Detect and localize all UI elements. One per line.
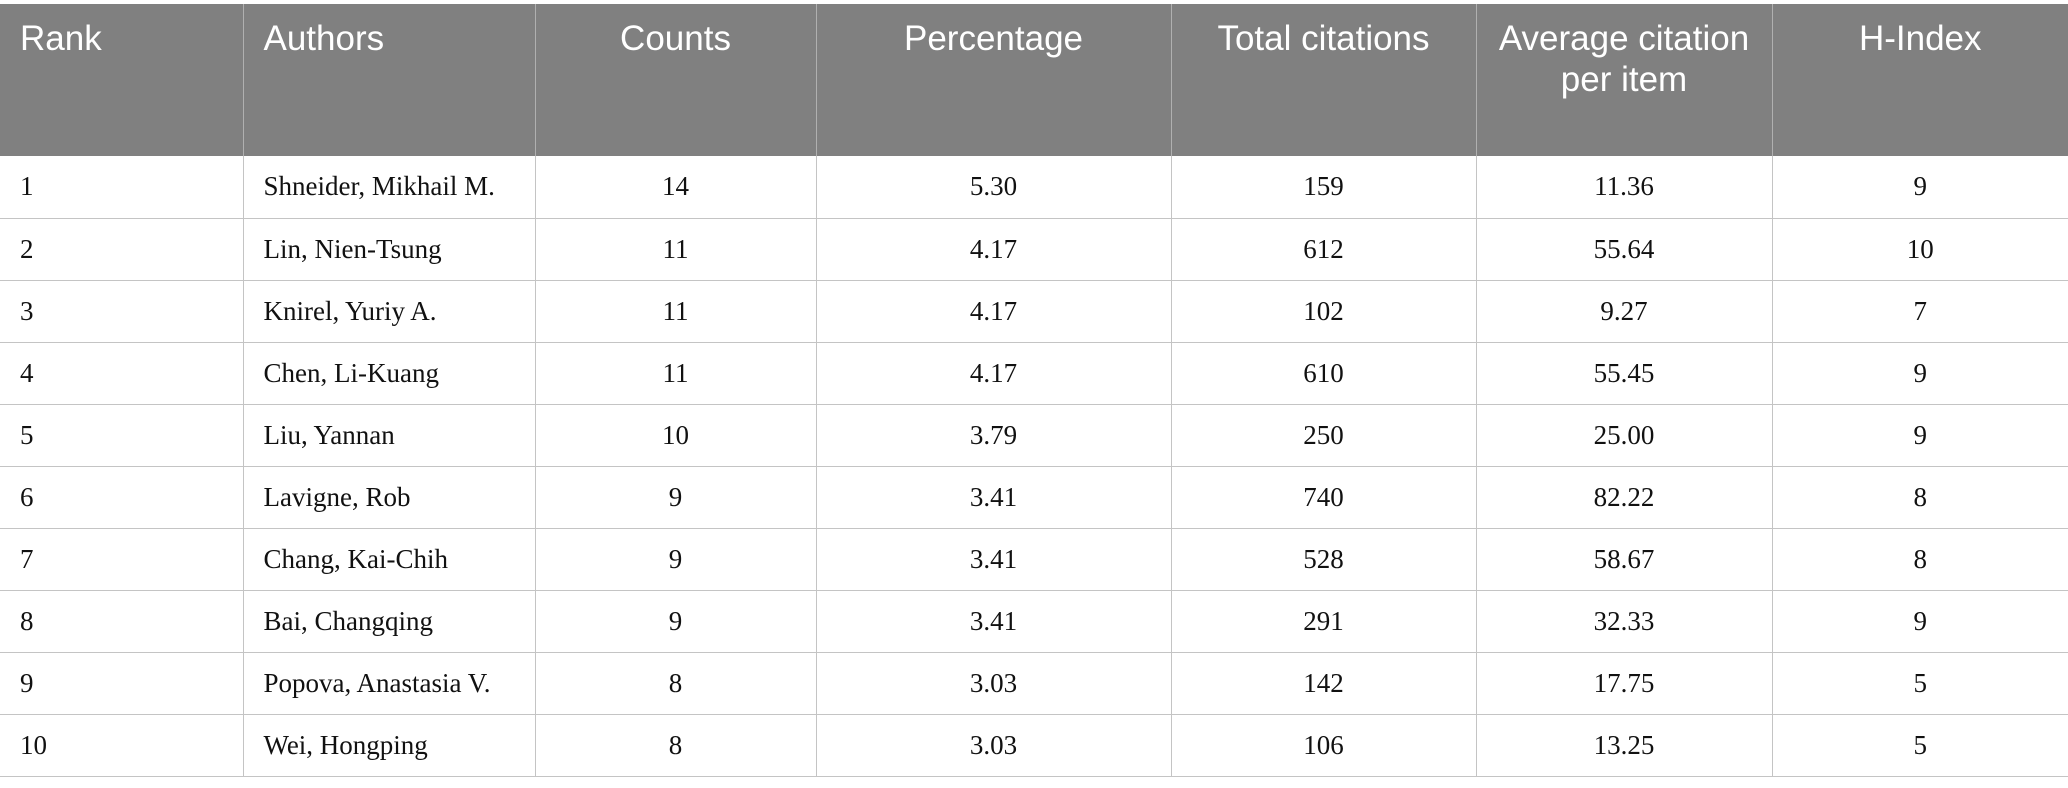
cell-rank: 1 — [0, 156, 244, 219]
cell-author: Wei, Hongping — [243, 714, 536, 777]
table-row: 7 Chang, Kai-Chih 9 3.41 528 58.67 8 — [0, 528, 2068, 591]
header-h-index: H-Index — [1772, 4, 2068, 156]
table-row: 8 Bai, Changqing 9 3.41 291 32.33 9 — [0, 590, 2068, 653]
cell-average-citation: 55.45 — [1476, 342, 1773, 405]
cell-author: Knirel, Yuriy A. — [243, 280, 536, 343]
cell-rank: 6 — [0, 466, 244, 529]
table-row: 2 Lin, Nien-Tsung 11 4.17 612 55.64 10 — [0, 218, 2068, 281]
cell-total-citations: 142 — [1171, 652, 1477, 715]
cell-total-citations: 291 — [1171, 590, 1477, 653]
cell-total-citations: 740 — [1171, 466, 1477, 529]
cell-h-index: 8 — [1772, 528, 2068, 591]
cell-percentage: 3.79 — [816, 404, 1172, 467]
cell-percentage: 4.17 — [816, 342, 1172, 405]
cell-author: Lavigne, Rob — [243, 466, 536, 529]
cell-rank: 4 — [0, 342, 244, 405]
cell-average-citation: 13.25 — [1476, 714, 1773, 777]
cell-h-index: 5 — [1772, 652, 2068, 715]
cell-h-index: 9 — [1772, 404, 2068, 467]
cell-rank: 10 — [0, 714, 244, 777]
cell-h-index: 10 — [1772, 218, 2068, 281]
cell-h-index: 8 — [1772, 466, 2068, 529]
cell-percentage: 5.30 — [816, 156, 1172, 219]
cell-percentage: 4.17 — [816, 280, 1172, 343]
cell-counts: 8 — [535, 714, 817, 777]
cell-h-index: 9 — [1772, 342, 2068, 405]
header-row: Rank Authors Counts Percentage Total cit… — [0, 4, 2068, 156]
table-row: 5 Liu, Yannan 10 3.79 250 25.00 9 — [0, 404, 2068, 467]
cell-counts: 9 — [535, 590, 817, 653]
cell-percentage: 3.41 — [816, 466, 1172, 529]
cell-author: Lin, Nien-Tsung — [243, 218, 536, 281]
cell-author: Chang, Kai-Chih — [243, 528, 536, 591]
author-ranking-table: Rank Authors Counts Percentage Total cit… — [0, 4, 2068, 777]
cell-total-citations: 612 — [1171, 218, 1477, 281]
cell-average-citation: 32.33 — [1476, 590, 1773, 653]
cell-percentage: 3.03 — [816, 652, 1172, 715]
cell-rank: 2 — [0, 218, 244, 281]
cell-author: Shneider, Mikhail M. — [243, 156, 536, 219]
cell-percentage: 3.41 — [816, 528, 1172, 591]
cell-total-citations: 159 — [1171, 156, 1477, 219]
cell-average-citation: 25.00 — [1476, 404, 1773, 467]
table-header: Rank Authors Counts Percentage Total cit… — [0, 4, 2068, 156]
cell-average-citation: 17.75 — [1476, 652, 1773, 715]
header-authors: Authors — [243, 4, 536, 156]
header-average-citation: Average citation per item — [1476, 4, 1773, 156]
cell-average-citation: 9.27 — [1476, 280, 1773, 343]
cell-average-citation: 58.67 — [1476, 528, 1773, 591]
cell-author: Chen, Li-Kuang — [243, 342, 536, 405]
cell-h-index: 5 — [1772, 714, 2068, 777]
cell-total-citations: 610 — [1171, 342, 1477, 405]
table-body: 1 Shneider, Mikhail M. 14 5.30 159 11.36 9 2 Lin… — [0, 156, 2068, 777]
header-percentage: Percentage — [816, 4, 1172, 156]
cell-counts: 9 — [535, 528, 817, 591]
header-counts: Counts — [535, 4, 817, 156]
table-row: 4 Chen, Li-Kuang 11 4.17 610 55.45 9 — [0, 342, 2068, 405]
cell-rank: 9 — [0, 652, 244, 715]
header-total-citations: Total citations — [1171, 4, 1477, 156]
cell-h-index: 9 — [1772, 156, 2068, 219]
table-row: 10 Wei, Hongping 8 3.03 106 13.25 5 — [0, 714, 2068, 777]
cell-average-citation: 82.22 — [1476, 466, 1773, 529]
table-row: 1 Shneider, Mikhail M. 14 5.30 159 11.36 9 — [0, 156, 2068, 219]
table-row: 6 Lavigne, Rob 9 3.41 740 82.22 8 — [0, 466, 2068, 529]
cell-counts: 8 — [535, 652, 817, 715]
cell-total-citations: 528 — [1171, 528, 1477, 591]
cell-total-citations: 106 — [1171, 714, 1477, 777]
cell-author: Popova, Anastasia V. — [243, 652, 536, 715]
cell-author: Bai, Changqing — [243, 590, 536, 653]
cell-counts: 11 — [535, 342, 817, 405]
cell-rank: 7 — [0, 528, 244, 591]
cell-h-index: 7 — [1772, 280, 2068, 343]
cell-average-citation: 11.36 — [1476, 156, 1773, 219]
cell-rank: 5 — [0, 404, 244, 467]
cell-author: Liu, Yannan — [243, 404, 536, 467]
cell-rank: 8 — [0, 590, 244, 653]
cell-counts: 11 — [535, 218, 817, 281]
cell-percentage: 4.17 — [816, 218, 1172, 281]
cell-percentage: 3.03 — [816, 714, 1172, 777]
cell-h-index: 9 — [1772, 590, 2068, 653]
cell-rank: 3 — [0, 280, 244, 343]
header-rank: Rank — [0, 4, 244, 156]
cell-counts: 11 — [535, 280, 817, 343]
cell-average-citation: 55.64 — [1476, 218, 1773, 281]
cell-counts: 14 — [535, 156, 817, 219]
cell-total-citations: 102 — [1171, 280, 1477, 343]
cell-counts: 9 — [535, 466, 817, 529]
table-row: 9 Popova, Anastasia V. 8 3.03 142 17.75 5 — [0, 652, 2068, 715]
cell-percentage: 3.41 — [816, 590, 1172, 653]
cell-total-citations: 250 — [1171, 404, 1477, 467]
table-row: 3 Knirel, Yuriy A. 11 4.17 102 9.27 7 — [0, 280, 2068, 343]
cell-counts: 10 — [535, 404, 817, 467]
